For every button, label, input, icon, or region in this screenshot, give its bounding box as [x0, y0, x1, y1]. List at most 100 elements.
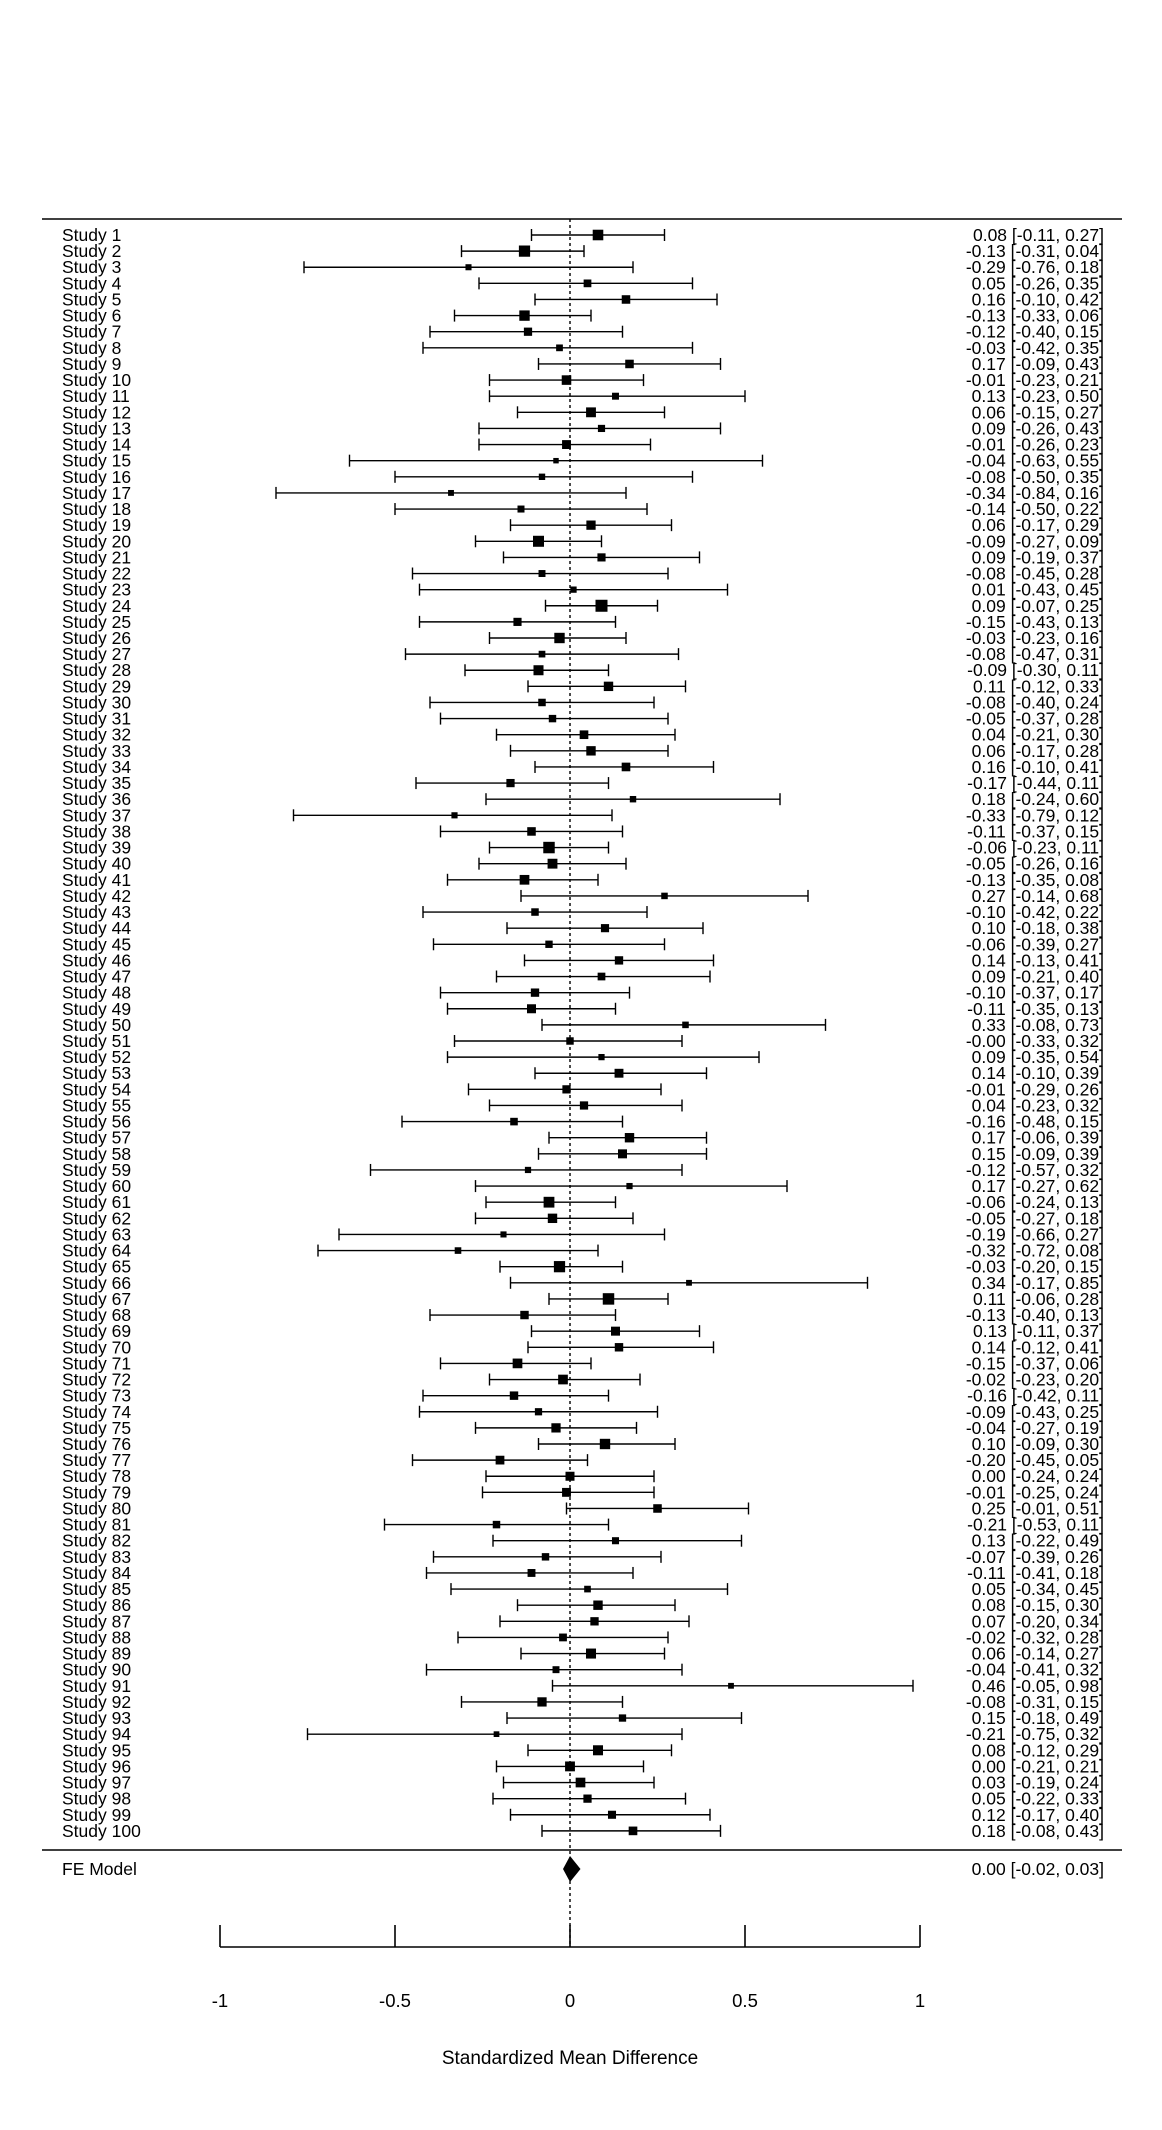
study-label: Study 57: [62, 1128, 131, 1148]
point-estimate: [548, 714, 557, 723]
study-label: Study 83: [62, 1547, 131, 1567]
estimate-text: 0.09 [-0.35, 0.54]: [972, 1047, 1104, 1067]
estimate-text: 0.03 [-0.19, 0.24]: [972, 1773, 1104, 1793]
point-estimate: [559, 1633, 567, 1642]
study-row: Study 12 0.06 [-0.15, 0.27]: [62, 402, 1104, 422]
study-label: Study 5: [62, 289, 121, 309]
point-estimate: [592, 229, 604, 241]
study-label: Study 46: [62, 950, 131, 970]
study-row: Study 67 0.11 [-0.06, 0.28]: [62, 1289, 1104, 1309]
point-estimate: [527, 827, 536, 836]
estimate-text: 0.10 [-0.18, 0.38]: [972, 918, 1104, 938]
point-estimate: [682, 1021, 689, 1029]
study-row: Study 62 -0.05 [-0.27, 0.18]: [62, 1208, 1104, 1228]
study-label: Study 92: [62, 1692, 131, 1712]
estimate-text: 0.05 [-0.26, 0.35]: [972, 273, 1104, 293]
study-label: Study 93: [62, 1708, 131, 1728]
point-estimate: [624, 1133, 635, 1143]
study-row: Study 52 0.09 [-0.35, 0.54]: [62, 1047, 1104, 1067]
estimate-text: -0.08 [-0.40, 0.24]: [966, 692, 1104, 712]
study-row: Study 34 0.16 [-0.10, 0.41]: [62, 757, 1104, 777]
study-label: Study 23: [62, 580, 131, 600]
estimate-text: 0.18 [-0.08, 0.43]: [972, 1821, 1104, 1841]
estimate-text: -0.33 [-0.79, 0.12]: [966, 805, 1104, 825]
study-label: Study 69: [62, 1321, 131, 1341]
study-row: Study 75 -0.04 [-0.27, 0.19]: [62, 1418, 1104, 1438]
study-row: Study 41 -0.13 [-0.35, 0.08]: [62, 870, 1104, 890]
study-row: Study 76 0.10 [-0.09, 0.30]: [62, 1434, 1104, 1454]
estimate-text: 0.16 [-0.10, 0.41]: [972, 757, 1104, 777]
study-row: Study 93 0.15 [-0.18, 0.49]: [62, 1708, 1104, 1728]
study-label: Study 13: [62, 418, 131, 438]
study-row: Study 90 -0.04 [-0.41, 0.32]: [62, 1660, 1104, 1680]
point-estimate: [523, 327, 533, 336]
study-label: Study 77: [62, 1450, 131, 1470]
point-estimate: [602, 1293, 615, 1305]
study-row: Study 100 0.18 [-0.08, 0.43]: [62, 1821, 1104, 1841]
point-estimate: [538, 570, 546, 577]
estimate-text: 0.04 [-0.23, 0.32]: [972, 1095, 1104, 1115]
study-row: Study 48 -0.10 [-0.37, 0.17]: [62, 983, 1104, 1003]
estimate-text: 0.08 [-0.15, 0.30]: [972, 1595, 1104, 1615]
study-label: Study 52: [62, 1047, 131, 1067]
point-estimate: [611, 1537, 620, 1545]
study-label: Study 94: [62, 1724, 131, 1744]
study-label: Study 17: [62, 483, 131, 503]
study-label: Study 96: [62, 1756, 131, 1776]
point-estimate: [465, 264, 472, 271]
point-estimate: [575, 1777, 586, 1788]
study-row: Study 25 -0.15 [-0.43, 0.13]: [62, 612, 1104, 632]
estimate-text: -0.11 [-0.41, 0.18]: [967, 1563, 1104, 1583]
study-row: Study 65 -0.03 [-0.20, 0.15]: [62, 1257, 1104, 1277]
study-label: Study 99: [62, 1805, 131, 1825]
study-label: Study 98: [62, 1789, 131, 1809]
point-estimate: [517, 505, 525, 513]
study-row: Study 51 -0.00 [-0.33, 0.32]: [62, 1031, 1104, 1051]
study-row: Study 16 -0.08 [-0.50, 0.35]: [62, 467, 1104, 487]
estimate-text: -0.15 [-0.43, 0.13]: [966, 612, 1104, 632]
point-estimate: [538, 473, 546, 480]
point-estimate: [519, 874, 530, 885]
point-estimate: [543, 1196, 555, 1208]
point-estimate: [597, 553, 606, 562]
study-label: Study 63: [62, 1224, 131, 1244]
study-row: Study 49 -0.11 [-0.35, 0.13]: [62, 999, 1104, 1019]
point-estimate: [600, 924, 610, 933]
study-label: Study 2: [62, 241, 121, 261]
study-label: Study 56: [62, 1112, 131, 1132]
estimate-text: 0.05 [-0.34, 0.45]: [972, 1579, 1104, 1599]
point-estimate: [553, 457, 559, 464]
point-estimate: [595, 599, 608, 612]
estimate-text: -0.14 [-0.50, 0.22]: [966, 499, 1104, 519]
study-row: Study 24 0.09 [-0.07, 0.25]: [62, 596, 1104, 616]
study-row: Study 15 -0.04 [-0.63, 0.55]: [62, 451, 1104, 471]
point-estimate: [593, 1600, 603, 1610]
estimate-text: -0.11 [-0.35, 0.13]: [967, 999, 1104, 1019]
point-estimate: [570, 586, 577, 593]
study-row: Study 21 0.09 [-0.19, 0.37]: [62, 547, 1104, 567]
point-estimate: [597, 972, 606, 981]
study-row: Study 99 0.12 [-0.17, 0.40]: [62, 1805, 1104, 1825]
estimate-text: -0.02 [-0.32, 0.28]: [966, 1627, 1104, 1647]
study-row: Study 32 0.04 [-0.21, 0.30]: [62, 725, 1104, 745]
point-estimate: [527, 1004, 536, 1014]
summary-estimate-text: 0.00 [-0.02, 0.03]: [972, 1859, 1104, 1879]
study-label: Study 74: [62, 1402, 131, 1422]
estimate-text: 0.09 [-0.19, 0.37]: [972, 547, 1104, 567]
point-estimate: [451, 812, 458, 819]
estimate-text: -0.16 [-0.48, 0.15]: [966, 1112, 1104, 1132]
estimate-text: -0.10 [-0.37, 0.17]: [966, 983, 1104, 1003]
estimate-text: 0.08 [-0.12, 0.29]: [972, 1740, 1104, 1760]
study-label: Study 10: [62, 370, 131, 390]
study-row: Study 81 -0.21 [-0.53, 0.11]: [62, 1515, 1104, 1535]
estimate-text: -0.29 [-0.76, 0.18]: [966, 257, 1104, 277]
study-row: Study 95 0.08 [-0.12, 0.29]: [62, 1740, 1104, 1760]
study-label: Study 41: [62, 870, 131, 890]
study-label: Study 18: [62, 499, 131, 519]
study-row: Study 20 -0.09 [-0.27, 0.09]: [62, 531, 1104, 551]
study-label: Study 32: [62, 725, 131, 745]
point-estimate: [543, 841, 555, 854]
point-estimate: [603, 681, 614, 692]
point-estimate: [547, 858, 558, 869]
study-row: Study 63 -0.19 [-0.66, 0.27]: [62, 1224, 1104, 1244]
